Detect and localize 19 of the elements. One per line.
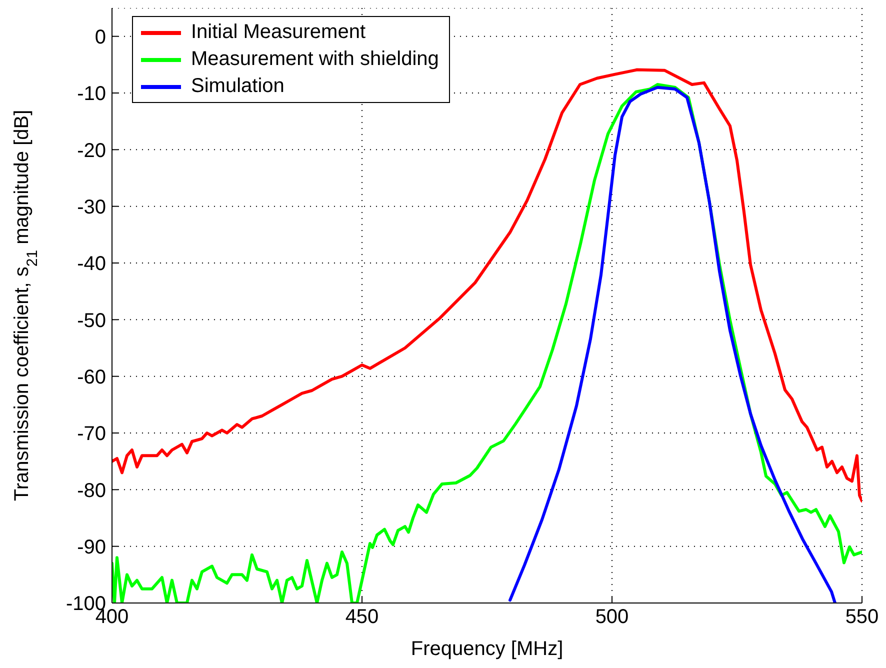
x-tick-label: 550	[845, 606, 879, 628]
x-axis-title: Frequency [MHz]	[410, 638, 564, 660]
y-tick-label: -50	[77, 310, 106, 332]
y-tick-label: -70	[77, 423, 106, 446]
line-series	[508, 86, 836, 603]
line-series	[112, 68, 862, 502]
y-tick-label: -40	[77, 253, 106, 276]
x-tick-label: 450	[345, 606, 379, 628]
y-tick-label: -20	[77, 140, 106, 162]
legend-label: Initial Measurement	[191, 20, 366, 45]
y-tick-label: -30	[77, 196, 106, 218]
x-tick-label: 500	[595, 606, 629, 628]
y-tick-label: -90	[77, 536, 106, 558]
y-tick-label: -80	[77, 480, 106, 502]
y-tick-label: -10	[77, 83, 106, 106]
y-tick-label: -60	[77, 366, 106, 388]
legend-label: Measurement with shielding	[191, 47, 439, 72]
legend-label: Simulation	[191, 74, 284, 99]
y-tick-label: 0	[94, 26, 106, 48]
